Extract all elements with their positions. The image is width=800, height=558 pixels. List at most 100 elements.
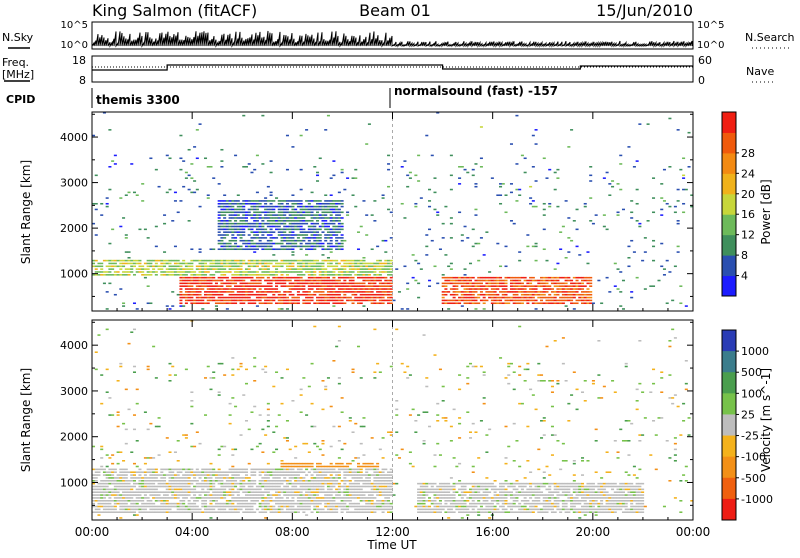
heatmap-cell xyxy=(302,240,305,242)
heatmap-cell xyxy=(125,474,128,476)
heatmap-cell xyxy=(316,474,319,476)
heatmap-cell xyxy=(168,157,171,159)
heatmap-cell xyxy=(237,300,240,302)
heatmap-cell xyxy=(108,397,111,399)
heatmap-cell xyxy=(163,500,166,502)
heatmap-cell xyxy=(330,266,333,268)
heatmap-cell xyxy=(330,288,333,290)
heatmap-cell xyxy=(321,469,324,471)
heatmap-cell xyxy=(576,300,579,302)
heatmap-cell xyxy=(190,469,193,471)
heatmap-cell xyxy=(111,263,114,265)
heatmap-cell xyxy=(226,506,229,508)
heatmap-cell xyxy=(229,209,232,211)
heatmap-cell xyxy=(515,294,518,296)
heatmap-cell xyxy=(308,283,311,285)
heatmap-cell xyxy=(286,268,289,270)
heatmap-cell xyxy=(264,206,267,208)
heatmap-cell xyxy=(308,506,311,508)
heatmap-cell xyxy=(245,223,248,225)
heatmap-cell xyxy=(149,483,152,485)
heatmap-cell xyxy=(387,483,390,485)
heatmap-cell xyxy=(231,214,234,216)
heatmap-cell xyxy=(168,474,171,476)
heatmap-cell xyxy=(466,285,469,287)
heatmap-cell xyxy=(311,494,314,496)
heatmap-cell xyxy=(316,446,319,448)
heatmap-cell xyxy=(302,274,305,276)
heatmap-cell xyxy=(193,486,196,488)
heatmap-cell xyxy=(556,294,559,296)
heatmap-cell xyxy=(261,429,264,431)
heatmap-cell xyxy=(207,266,210,268)
heatmap-cell xyxy=(199,285,202,287)
heatmap-cell xyxy=(125,251,128,253)
heatmap-cell xyxy=(149,471,152,473)
heatmap-cell xyxy=(327,497,330,499)
heatmap-cell xyxy=(267,403,270,405)
heatmap-cell xyxy=(261,486,264,488)
heatmap-cell xyxy=(218,206,221,208)
heatmap-cell xyxy=(311,223,314,225)
heatmap-cell xyxy=(305,266,308,268)
heatmap-cell xyxy=(537,302,540,304)
heatmap-cell xyxy=(294,486,297,488)
heatmap-cell xyxy=(108,166,111,168)
heatmap-cell xyxy=(267,260,270,262)
heatmap-cell xyxy=(212,288,215,290)
heatmap-cell xyxy=(313,497,316,499)
heatmap-cell xyxy=(240,294,243,296)
heatmap-cell xyxy=(425,494,428,496)
heatmap-cell xyxy=(209,300,212,302)
heatmap-cell xyxy=(283,260,286,262)
heatmap-cell xyxy=(319,214,322,216)
heatmap-cell xyxy=(447,489,450,491)
heatmap-cell xyxy=(433,494,436,496)
heatmap-cell xyxy=(335,280,338,282)
heatmap-cell xyxy=(390,277,393,279)
heatmap-cell xyxy=(168,308,171,310)
heatmap-cell xyxy=(188,297,191,299)
heatmap-cell xyxy=(433,177,436,179)
heatmap-cell xyxy=(95,477,98,479)
heatmap-cell xyxy=(237,500,240,502)
heatmap-cell xyxy=(215,471,218,473)
heatmap-cell xyxy=(384,285,387,287)
heatmap-cell xyxy=(357,480,360,482)
heatmap-cell xyxy=(201,263,204,265)
heatmap-cell xyxy=(199,497,202,499)
heatmap-cell xyxy=(357,291,360,293)
heatmap-cell xyxy=(253,246,256,248)
heatmap-cell xyxy=(428,497,431,499)
heatmap-cell xyxy=(439,500,442,502)
heatmap-cell xyxy=(297,240,300,242)
heatmap-cell xyxy=(548,203,551,205)
heatmap-cell xyxy=(289,248,292,250)
heatmap-cell xyxy=(496,294,499,296)
heatmap-cell xyxy=(185,263,188,265)
heatmap-cell xyxy=(529,280,532,282)
heatmap-cell xyxy=(526,285,529,287)
heatmap-cell xyxy=(341,266,344,268)
heatmap-cell xyxy=(207,486,210,488)
heatmap-cell xyxy=(379,274,382,276)
heatmap-cell xyxy=(403,371,406,373)
heatmap-cell xyxy=(346,489,349,491)
heatmap-cell xyxy=(204,471,207,473)
heatmap-cell xyxy=(663,274,666,276)
heatmap-cell xyxy=(316,491,319,493)
heatmap-cell xyxy=(332,160,335,162)
heatmap-cell xyxy=(95,509,98,511)
heatmap-cell xyxy=(261,223,264,225)
heatmap-cell xyxy=(379,503,382,505)
heatmap-cell xyxy=(510,283,513,285)
heatmap-cell xyxy=(193,446,196,448)
heatmap-cell xyxy=(565,200,568,202)
heatmap-cell xyxy=(231,480,234,482)
heatmap-cell xyxy=(319,511,322,513)
heatmap-cell xyxy=(201,503,204,505)
heatmap-cell xyxy=(117,500,120,502)
heatmap-cell xyxy=(171,477,174,479)
heatmap-cell xyxy=(420,511,423,513)
heatmap-cell xyxy=(111,454,114,456)
